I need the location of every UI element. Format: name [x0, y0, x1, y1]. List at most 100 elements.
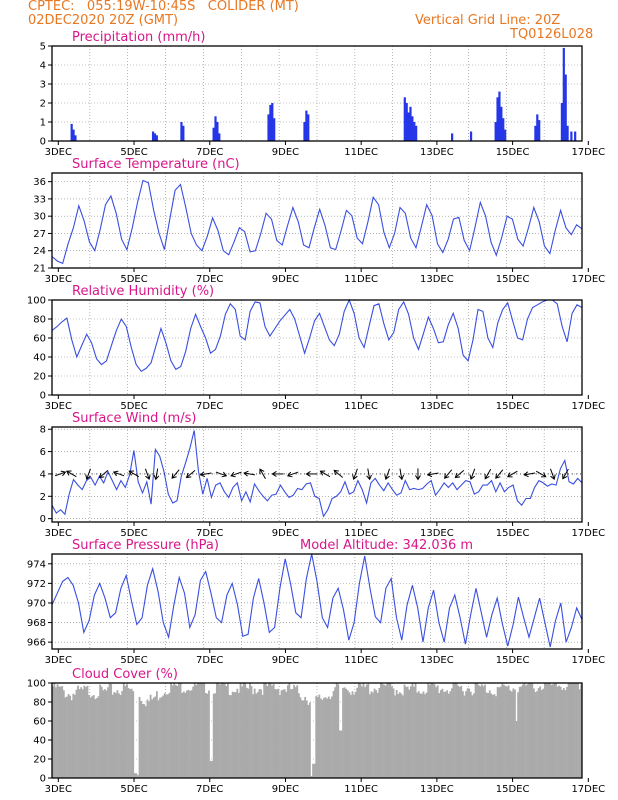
- precip-bar: [413, 122, 416, 141]
- cloud-bar: [241, 686, 243, 778]
- cloud-bar: [346, 690, 349, 778]
- cloud-bar: [103, 689, 106, 778]
- x-tick-label: 9DEC: [272, 147, 299, 158]
- cloud-bar: [69, 695, 72, 778]
- cloud-bar: [61, 686, 64, 778]
- cloud-bar: [496, 686, 499, 778]
- series-line: [51, 298, 583, 373]
- cloud-bar: [528, 683, 531, 778]
- precip-bar: [271, 103, 274, 141]
- precip-bar: [307, 114, 310, 141]
- cloud-bar: [64, 697, 67, 778]
- cloud-bar: [562, 688, 565, 778]
- x-tick-label: 9DEC: [272, 528, 299, 539]
- cloud-bar: [124, 685, 127, 778]
- cloud-bar: [523, 683, 526, 778]
- cloud-bar: [62, 690, 65, 778]
- wind-arrow: [444, 469, 453, 479]
- x-tick-label: 5DEC: [120, 784, 147, 795]
- wind-arrow-head: [145, 474, 151, 480]
- cloud-bar: [318, 694, 321, 778]
- cloud-bar: [473, 693, 475, 778]
- wind-arrow: [470, 468, 476, 480]
- cloud-bar: [373, 688, 376, 778]
- cloud-bar: [97, 696, 100, 778]
- cloud-bar: [438, 693, 441, 778]
- cloud-bar: [59, 686, 62, 778]
- cloud-bar: [214, 693, 217, 778]
- cloud-bar: [484, 684, 486, 778]
- cloud-bar: [143, 704, 146, 778]
- x-tick-label: 3DEC: [45, 147, 72, 158]
- precip-bar: [562, 47, 565, 141]
- cloud-bar: [493, 694, 496, 778]
- panel-title: Surface Wind (m/s): [72, 411, 196, 426]
- x-tick-label: 5DEC: [120, 274, 147, 285]
- cloud-bar: [113, 692, 116, 778]
- cloud-bar: [244, 683, 247, 778]
- wind-arrow-head: [199, 471, 206, 478]
- cloud-bar: [491, 694, 494, 778]
- cloud-bar: [321, 699, 324, 778]
- cloud-bar: [477, 685, 480, 778]
- y-tick-label: 100: [27, 679, 46, 690]
- cloud-bar: [381, 683, 384, 778]
- cloud-bar: [556, 686, 559, 778]
- wind-arrow-head: [153, 474, 160, 481]
- x-tick-label: 15DEC: [496, 655, 530, 666]
- cloud-bar: [293, 684, 296, 778]
- panel-4: Surface Wind (m/s) 0 2 4 6 8 3DEC 5DEC 7DEC 9DEC 1…: [40, 411, 606, 539]
- wind-arrow: [243, 472, 255, 476]
- cloud-bar: [379, 683, 382, 778]
- x-tick-label: 15DEC: [496, 147, 530, 158]
- wind-arrow-head: [333, 469, 339, 476]
- cloud-bar: [578, 689, 581, 778]
- precip-bar: [407, 112, 410, 141]
- cloud-bar: [315, 696, 318, 778]
- precip-bar: [74, 135, 77, 141]
- cloud-bar: [111, 694, 114, 778]
- x-tick-label: 13DEC: [420, 784, 454, 795]
- cloud-bar: [256, 692, 259, 778]
- cloud-bar: [299, 697, 302, 778]
- wind-arrow-head: [65, 470, 72, 476]
- cloud-bar: [266, 685, 269, 778]
- wind-arrow-head: [484, 473, 490, 480]
- cloud-bar: [231, 691, 234, 778]
- cloud-bar: [312, 763, 314, 778]
- precip-bar: [570, 131, 573, 141]
- cloud-bar: [294, 687, 297, 778]
- wind-arrow-head: [469, 474, 475, 480]
- cloud-bar: [160, 697, 163, 778]
- cloud-bar: [178, 683, 180, 778]
- panel-title: Relative Humidity (%): [72, 284, 214, 299]
- x-tick-label: 9DEC: [272, 655, 299, 666]
- cloud-bar: [310, 776, 313, 778]
- cloud-bar: [285, 691, 288, 778]
- y-tick-label: 972: [27, 579, 46, 590]
- cloud-bar: [83, 685, 86, 778]
- x-tick-label: 7DEC: [196, 147, 223, 158]
- cloud-bar: [72, 693, 75, 778]
- cloud-bar: [499, 686, 502, 778]
- cloud-bar: [463, 695, 466, 778]
- cloud-bar: [187, 689, 190, 778]
- cloud-bar: [340, 730, 343, 778]
- cloud-bar: [335, 683, 338, 778]
- precip-bar: [182, 125, 185, 141]
- precip-bar: [153, 133, 157, 141]
- precip-bar: [534, 125, 537, 141]
- cloud-bar: [141, 703, 144, 778]
- wind-arrow-head: [352, 474, 358, 480]
- cloud-bar: [291, 688, 294, 778]
- header-line2-right: Vertical Grid Line: 20Z: [415, 13, 561, 28]
- cloud-bar: [151, 699, 154, 778]
- cloud-bar: [203, 683, 206, 778]
- wind-arrow-head: [221, 471, 228, 478]
- cloud-bar: [542, 688, 545, 778]
- x-tick-label: 5DEC: [120, 528, 147, 539]
- wind-arrow-head: [230, 471, 236, 478]
- y-tick-label: 4: [40, 469, 46, 480]
- cloud-bar: [364, 687, 367, 778]
- cloud-bar: [108, 683, 111, 778]
